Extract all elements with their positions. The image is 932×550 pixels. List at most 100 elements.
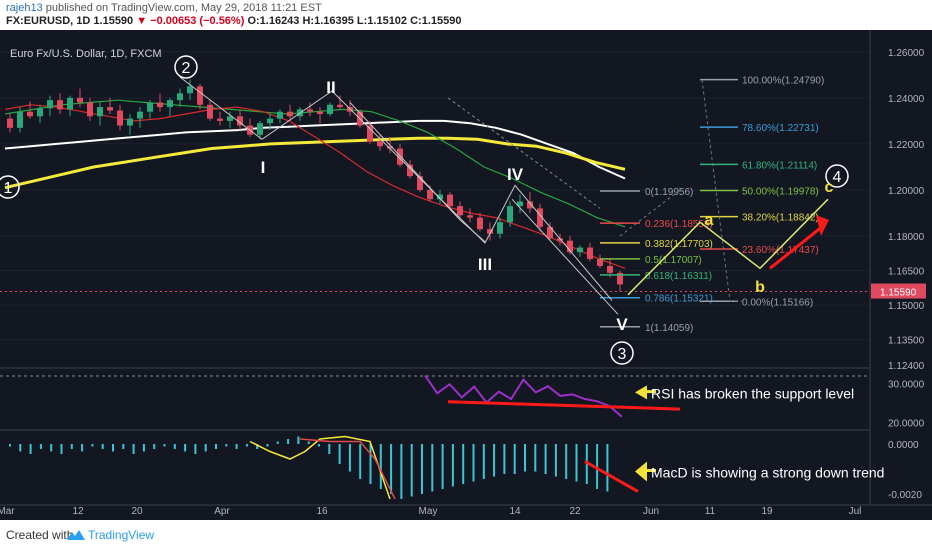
candle-body [137, 111, 143, 119]
wave-channel-line [349, 102, 486, 243]
wave-3-label: 3 [618, 346, 627, 363]
rsi-tick-30: 30.0000 [888, 380, 925, 391]
fib-extension-label: 38.20%(1.18842) [742, 213, 819, 224]
wave-b-label: b [755, 279, 765, 296]
candle-body [77, 97, 83, 103]
rsi-support-line [447, 400, 681, 411]
candle-body [227, 116, 233, 121]
price-axis[interactable]: 1.26000 1.24000 1.22000 1.20000 1.18000 1.165… [869, 30, 932, 520]
fib-retracement-label: 0(1.19956) [645, 187, 693, 198]
current-price-label: 1.15590 [880, 288, 917, 299]
ma-white-line [4, 119, 626, 180]
candle-body [617, 272, 623, 285]
candle-body [157, 102, 163, 108]
macd-tick-0: 0.0000 [888, 440, 919, 451]
fib-extension-label: 23.60%(1.17437) [742, 245, 819, 256]
fib-retracement-label: 0.236(1.18559) [645, 219, 713, 230]
wave-iii-label: III [478, 255, 492, 274]
red-up-arrow-shaft [769, 225, 823, 270]
price-tick-label: 1.12400 [888, 361, 925, 372]
wave-3-label-circle [610, 341, 634, 365]
wave-a-label: a [705, 212, 714, 229]
time-axis[interactable]: Mar 12 20 Apr 16 May 14 22 Jun 11 19 Jul [0, 504, 932, 517]
candlesticks [0, 79, 870, 293]
candle-body [457, 206, 463, 216]
candle-body [577, 247, 583, 253]
ma-red-line [4, 104, 626, 269]
candle-body [47, 100, 53, 109]
candle-body [467, 215, 473, 218]
rsi-line [424, 374, 623, 418]
macd-signal-yellow [249, 435, 391, 500]
time-tick-label: Mar [0, 506, 15, 517]
price-tick-label: 1.26000 [888, 48, 925, 59]
wave-ii-label: II [326, 78, 335, 97]
candle-body [167, 100, 173, 108]
candle-body [367, 125, 373, 142]
ma-green-line [4, 99, 626, 228]
fib-extension-label: 100.00%(1.24790) [742, 76, 824, 87]
chart-area[interactable]: Euro Fx/U.S. Dollar, 1D, FXCM 0(1.19956)… [0, 30, 932, 520]
candle-body [547, 226, 553, 239]
candle-body [107, 107, 113, 111]
time-tick-label: 12 [72, 506, 84, 517]
wave-i-label: I [261, 158, 266, 177]
candle-body [607, 265, 613, 273]
candle-body [397, 148, 403, 165]
rsi-arrow-tail [647, 390, 656, 394]
time-tick-label: May [419, 506, 438, 517]
macd-tick-neg: -0.0020 [888, 490, 922, 501]
candle-body [507, 206, 513, 223]
candle-body [597, 259, 603, 266]
candle-body [527, 201, 533, 209]
candle-body [477, 217, 483, 230]
candle-body [187, 86, 193, 94]
candle-body [257, 123, 263, 135]
time-tick-label: Apr [214, 506, 230, 517]
grid [0, 51, 932, 431]
fib-retracement-label: 1(1.14059) [645, 323, 693, 334]
wave-1-label: 1 [4, 180, 13, 197]
candle-body [97, 107, 103, 117]
candle-body [567, 240, 573, 253]
tradingview-brand[interactable]: TradingView [88, 528, 155, 542]
candle-body [287, 111, 293, 117]
wave-c-label: c [825, 179, 834, 196]
rsi-annotation: RSI has broken the support level [651, 385, 854, 401]
time-tick-label: Jun [643, 506, 659, 517]
wave-2-label-circle [174, 55, 198, 79]
fib-retracement-label: 0.786(1.15321) [645, 294, 713, 305]
candle-body [487, 229, 493, 234]
candle-body [57, 100, 63, 110]
wave-channel-upper [447, 97, 601, 209]
candle-body [437, 194, 443, 200]
time-tick-label: 16 [316, 506, 328, 517]
price-tick-label: 1.13500 [888, 336, 925, 347]
footer: Created with TradingView [0, 520, 932, 550]
publish-info: rajeh13 published on TradingView.com, Ma… [6, 2, 322, 14]
wave-4-label: 4 [833, 169, 842, 186]
rsi-pane: 30.0000 20.0000 RSI has broken the support… [424, 374, 925, 429]
rsi-arrow-icon [635, 385, 647, 400]
fib-extension: 100.00%(1.24790) 78.60%(1.22731) 61.80%(1.… [700, 76, 824, 308]
candle-body [7, 118, 13, 128]
fib-extension-trend [701, 79, 742, 302]
candle-body [117, 110, 123, 126]
red-up-arrow-head [816, 215, 829, 236]
ohlc-values: O:1.16243 H:1.16395 L:1.15102 C:1.15590 [247, 15, 462, 27]
candle-body [17, 111, 23, 128]
fib-extension-label: 61.80%(1.21114) [742, 160, 817, 171]
fib-extension-label: 0.00%(1.15166) [742, 297, 813, 308]
current-price-badge [871, 283, 926, 299]
candle-body [217, 118, 223, 121]
candle-body [27, 111, 33, 117]
price-tick-label: 1.22000 [888, 140, 925, 151]
abc-projection-line [627, 198, 829, 296]
author-link[interactable]: rajeh13 [6, 2, 43, 14]
fib-extension-label: 50.00%(1.19978) [742, 186, 819, 197]
macd-down-line [584, 460, 639, 493]
publish-date: published on TradingView.com, May 29, 20… [42, 2, 322, 14]
candle-body [37, 108, 43, 117]
last-price: 1.15590 [93, 15, 134, 27]
